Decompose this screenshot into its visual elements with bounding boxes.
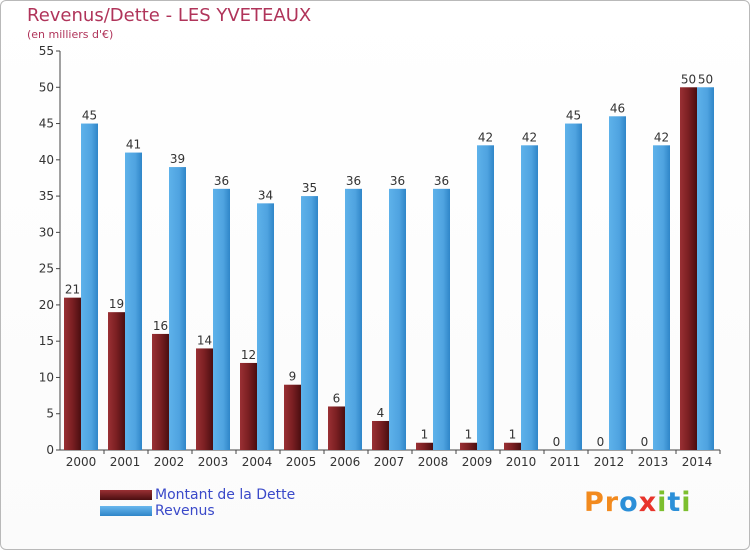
data-label-debt: 9 (289, 370, 297, 384)
x-tick-label: 2004 (242, 455, 273, 469)
bar-revenue (125, 152, 142, 450)
data-label-revenue: 50 (698, 72, 713, 86)
bar-revenue (81, 123, 98, 450)
bar-debt (108, 312, 125, 450)
data-label-debt: 6 (333, 391, 341, 405)
data-label-revenue: 34 (258, 188, 273, 202)
data-label-revenue: 36 (214, 174, 229, 188)
legend-swatch-revenue (100, 506, 152, 516)
y-tick-label: 25 (39, 262, 54, 276)
data-label-debt: 12 (241, 348, 256, 362)
data-label-revenue: 36 (390, 174, 405, 188)
y-tick-label: 15 (39, 334, 54, 348)
bar-revenue (521, 145, 538, 451)
data-label-debt: 0 (641, 435, 649, 449)
data-label-debt: 1 (509, 428, 517, 442)
bar-revenue (169, 167, 186, 450)
bar-debt (64, 297, 81, 450)
bar-debt (196, 348, 213, 450)
bar-revenue (477, 145, 494, 451)
bar-revenue (433, 188, 450, 450)
data-label-revenue: 42 (522, 130, 537, 144)
data-label-debt: 50 (681, 72, 696, 86)
data-label-debt: 16 (153, 319, 168, 333)
logo-letter: x (638, 487, 658, 518)
bar-revenue (565, 123, 582, 450)
x-tick-label: 2005 (286, 455, 317, 469)
x-tick-label: 2007 (374, 455, 405, 469)
x-tick-label: 2000 (66, 455, 97, 469)
data-label-revenue: 39 (170, 152, 185, 166)
bar-revenue (697, 87, 714, 450)
y-tick-label: 50 (39, 80, 54, 94)
x-tick-label: 2012 (594, 455, 625, 469)
data-label-debt: 21 (65, 283, 80, 297)
bar-revenue (653, 145, 670, 451)
bar-revenue (389, 188, 406, 450)
logo-letter: o (619, 487, 639, 518)
bar-debt (284, 384, 301, 450)
data-label-debt: 1 (465, 428, 473, 442)
data-label-revenue: 46 (610, 101, 625, 115)
bar-revenue (257, 203, 274, 450)
legend-label-revenue: Revenus (155, 503, 215, 519)
logo-letter: r (604, 487, 620, 518)
x-tick-label: 2013 (638, 455, 669, 469)
bar-debt (504, 442, 521, 450)
x-tick-label: 2011 (550, 455, 581, 469)
data-label-revenue: 45 (82, 109, 97, 123)
chart-title: Revenus/Dette - LES YVETEAUX (27, 5, 312, 26)
bar-debt (460, 442, 477, 450)
x-tick-label: 2009 (462, 455, 493, 469)
data-label-revenue: 42 (654, 130, 669, 144)
data-label-debt: 19 (109, 297, 124, 311)
y-tick-label: 10 (39, 370, 54, 384)
x-tick-label: 2001 (110, 455, 141, 469)
bar-revenue (345, 188, 362, 450)
data-label-revenue: 36 (346, 174, 361, 188)
bar-debt (328, 406, 345, 450)
x-tick-label: 2008 (418, 455, 449, 469)
bar-revenue (301, 196, 318, 450)
data-label-debt: 4 (377, 406, 385, 420)
data-label-revenue: 42 (478, 130, 493, 144)
x-tick-label: 2010 (506, 455, 537, 469)
proxiti-logo: Proxiti (584, 487, 692, 518)
data-label-revenue: 35 (302, 181, 317, 195)
y-tick-label: 45 (39, 117, 54, 131)
x-tick-label: 2006 (330, 455, 361, 469)
data-label-debt: 0 (597, 435, 605, 449)
y-tick-label: 55 (39, 44, 54, 58)
y-tick-label: 0 (46, 443, 54, 457)
bar-revenue (609, 116, 626, 451)
chart-subtitle: (en milliers d'€) (27, 28, 114, 41)
logo-letter: i (657, 487, 668, 518)
bar-debt (152, 333, 169, 450)
bar-debt (240, 362, 257, 450)
x-tick-label: 2002 (154, 455, 185, 469)
logo-letter: t (667, 487, 682, 518)
legend-swatch-debt (100, 490, 152, 500)
bar-revenue (213, 188, 230, 450)
data-label-debt: 0 (553, 435, 561, 449)
x-tick-label: 2003 (198, 455, 229, 469)
y-tick-label: 40 (39, 153, 54, 167)
y-tick-label: 5 (46, 407, 54, 421)
data-label-revenue: 41 (126, 138, 141, 152)
logo-letter: i (681, 487, 692, 518)
y-tick-label: 30 (39, 225, 54, 239)
logo-letter: P (584, 487, 605, 518)
bar-debt (372, 420, 389, 450)
data-label-debt: 1 (421, 428, 429, 442)
y-tick-label: 35 (39, 189, 54, 203)
x-tick-label: 2014 (682, 455, 713, 469)
bar-debt (416, 442, 433, 450)
bar-debt (680, 87, 697, 450)
data-label-revenue: 45 (566, 109, 581, 123)
data-label-revenue: 36 (434, 174, 449, 188)
legend-label-debt: Montant de la Dette (155, 487, 296, 503)
y-tick-label: 20 (39, 298, 54, 312)
data-label-debt: 14 (197, 333, 212, 347)
